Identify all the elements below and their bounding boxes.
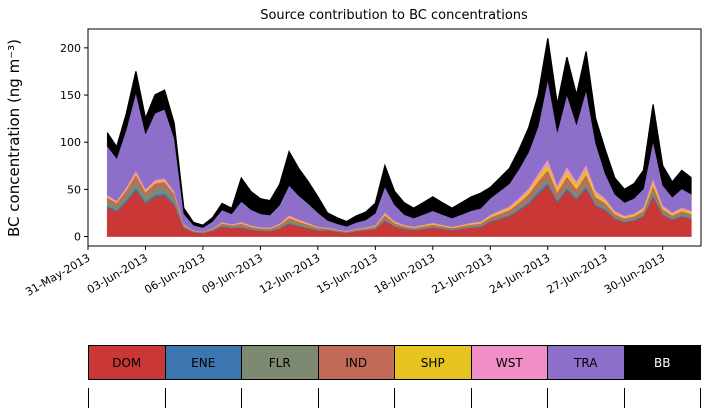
y-tick-label: 50 xyxy=(67,183,81,196)
legend-cropped-cell xyxy=(164,388,241,408)
x-tick-label: 18-Jun-2013 xyxy=(372,251,437,296)
x-tick-label: 09-Jun-2013 xyxy=(200,251,265,296)
x-tick-label: 15-Jun-2013 xyxy=(315,251,380,296)
x-tick-label: 27-Jun-2013 xyxy=(545,251,610,296)
legend-cropped-cell xyxy=(317,388,394,408)
legend-item-ind: IND xyxy=(317,345,395,380)
legend-item-shp: SHP xyxy=(394,345,472,380)
x-tick-label: 30-Jun-2013 xyxy=(602,251,667,296)
chart-title: Source contribution to BC concentrations xyxy=(260,8,528,23)
y-tick-label: 150 xyxy=(60,89,81,102)
x-tick-label: 21-Jun-2013 xyxy=(430,251,495,296)
y-tick-label: 0 xyxy=(74,231,81,244)
plot-area xyxy=(106,38,692,237)
legend-item-flr: FLR xyxy=(241,345,319,380)
x-tick-label: 03-Jun-2013 xyxy=(85,251,150,296)
legend-item-wst: WST xyxy=(470,345,548,380)
legend-item-ene: ENE xyxy=(164,345,242,380)
legend-cropped-cell xyxy=(623,388,701,408)
legend: DOM ENE FLR IND SHP WST TRA BB xyxy=(88,345,701,380)
legend-item-dom: DOM xyxy=(88,345,166,380)
total-outline xyxy=(106,38,692,227)
legend-item-tra: TRA xyxy=(547,345,625,380)
y-tick-label: 200 xyxy=(60,42,81,55)
y-tick-label: 100 xyxy=(60,136,81,149)
legend-cropped-cell xyxy=(470,388,547,408)
x-tick-label: 12-Jun-2013 xyxy=(257,251,322,296)
stacked-area-chart: Source contribution to BC concentrations… xyxy=(5,8,702,299)
y-axis-label: BC concentration (ng m⁻³) xyxy=(5,39,23,237)
x-tick-label: 31-May-2013 xyxy=(23,251,92,299)
legend-cropped-cell xyxy=(241,388,318,408)
x-tick-label: 06-Jun-2013 xyxy=(142,251,207,296)
x-tick-label: 24-Jun-2013 xyxy=(487,251,552,296)
legend-cropped-cell xyxy=(547,388,624,408)
legend-cropped-cell xyxy=(394,388,471,408)
axis-frame xyxy=(87,28,702,247)
legend-cropped-row xyxy=(88,388,701,408)
legend-cropped-cell xyxy=(88,388,165,408)
legend-item-bb: BB xyxy=(623,345,701,380)
